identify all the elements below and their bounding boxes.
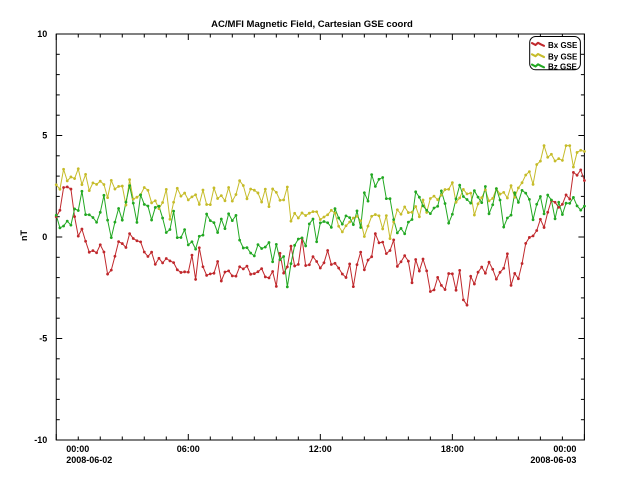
svg-text:00:00: 00:00 xyxy=(553,444,576,454)
svg-text:2008-06-02: 2008-06-02 xyxy=(66,455,112,465)
svg-text:06:00: 06:00 xyxy=(177,444,200,454)
svg-text:Bz GSE: Bz GSE xyxy=(548,63,578,72)
svg-text:10: 10 xyxy=(37,29,47,39)
svg-text:2008-06-03: 2008-06-03 xyxy=(530,455,576,465)
svg-text:Bx GSE: Bx GSE xyxy=(548,41,578,50)
svg-text:18:00: 18:00 xyxy=(441,444,464,454)
svg-text:0: 0 xyxy=(42,232,47,242)
svg-text:12:00: 12:00 xyxy=(309,444,332,454)
svg-text:5: 5 xyxy=(42,131,47,141)
svg-text:By GSE: By GSE xyxy=(548,52,578,61)
svg-text:00:00: 00:00 xyxy=(66,444,89,454)
svg-text:-5: -5 xyxy=(39,334,47,344)
svg-text:-10: -10 xyxy=(34,435,47,445)
